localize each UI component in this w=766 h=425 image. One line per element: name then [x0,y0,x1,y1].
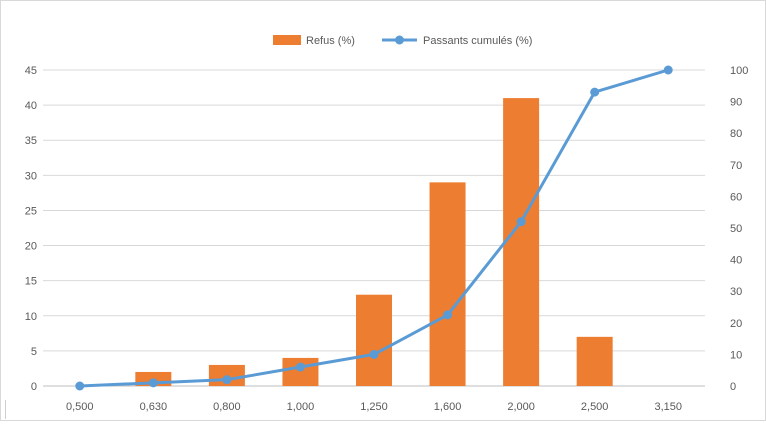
y-right-tick-label: 90 [730,97,742,109]
y-left-tick-label: 10 [25,311,37,323]
y-left-tick-label: 45 [25,65,37,77]
y-axis-right: 0 10 20 30 40 50 60 70 80 90 100 [730,65,748,393]
legend: Refus (%) Passants cumulés (%) [273,35,532,47]
point-2,500 [590,87,600,97]
y-left-tick-label: 5 [31,346,37,358]
y-right-tick-label: 0 [730,381,736,393]
legend-swatch-bar [273,35,301,45]
y-right-tick-label: 80 [730,128,742,140]
legend-label-line: Passants cumulés (%) [423,35,532,47]
bar-series-refus [135,98,613,386]
y-right-tick-label: 40 [730,255,742,267]
y-right-tick-label: 100 [730,65,748,77]
point-1,600 [443,310,453,320]
point-0,500 [75,381,85,391]
x-tick-label: 1,600 [434,401,462,413]
y-right-tick-label: 20 [730,318,742,330]
y-right-tick-label: 30 [730,286,742,298]
x-tick-label: 0,800 [213,401,241,413]
y-left-tick-label: 15 [25,276,37,288]
point-1,000 [295,362,305,372]
left-edge-rule [5,400,6,419]
x-tick-label: 0,630 [140,401,168,413]
bar-1,600 [429,182,466,386]
bar-1,000 [282,357,319,386]
legend-label-bar: Refus (%) [306,35,355,47]
point-1,250 [369,349,379,359]
y-right-tick-label: 50 [730,223,742,235]
x-tick-label: 2,000 [507,401,535,413]
x-tick-label: 1,000 [287,401,315,413]
x-axis: 0,500 0,630 0,800 1,000 1,250 1,600 2,000 2,500… [66,401,682,413]
legend-swatch-marker [395,35,404,45]
y-right-tick-label: 70 [730,160,742,172]
y-right-tick-label: 60 [730,191,742,203]
x-tick-label: 0,500 [66,401,94,413]
y-left-tick-label: 40 [25,100,37,112]
y-left-tick-label: 0 [31,381,37,393]
y-left-tick-label: 20 [25,241,37,253]
point-3,150 [663,65,673,75]
x-tick-label: 2,500 [581,401,609,413]
y-axis-left: 0 5 10 15 20 25 30 35 40 45 [25,65,37,393]
point-0,800 [222,375,232,385]
y-left-tick-label: 30 [25,170,37,182]
x-tick-label: 3,150 [654,401,682,413]
x-tick-label: 1,250 [360,401,388,413]
y-left-tick-label: 35 [25,135,37,147]
bar-1,250 [356,294,392,386]
bar-2,500 [576,336,613,386]
y-right-tick-label: 10 [730,349,742,361]
y-left-tick-label: 25 [25,205,37,217]
line-series-passants [75,65,673,391]
point-2,000 [516,217,526,227]
point-0,630 [148,378,158,388]
bar-2,000 [503,98,540,386]
gridlines [43,69,705,387]
